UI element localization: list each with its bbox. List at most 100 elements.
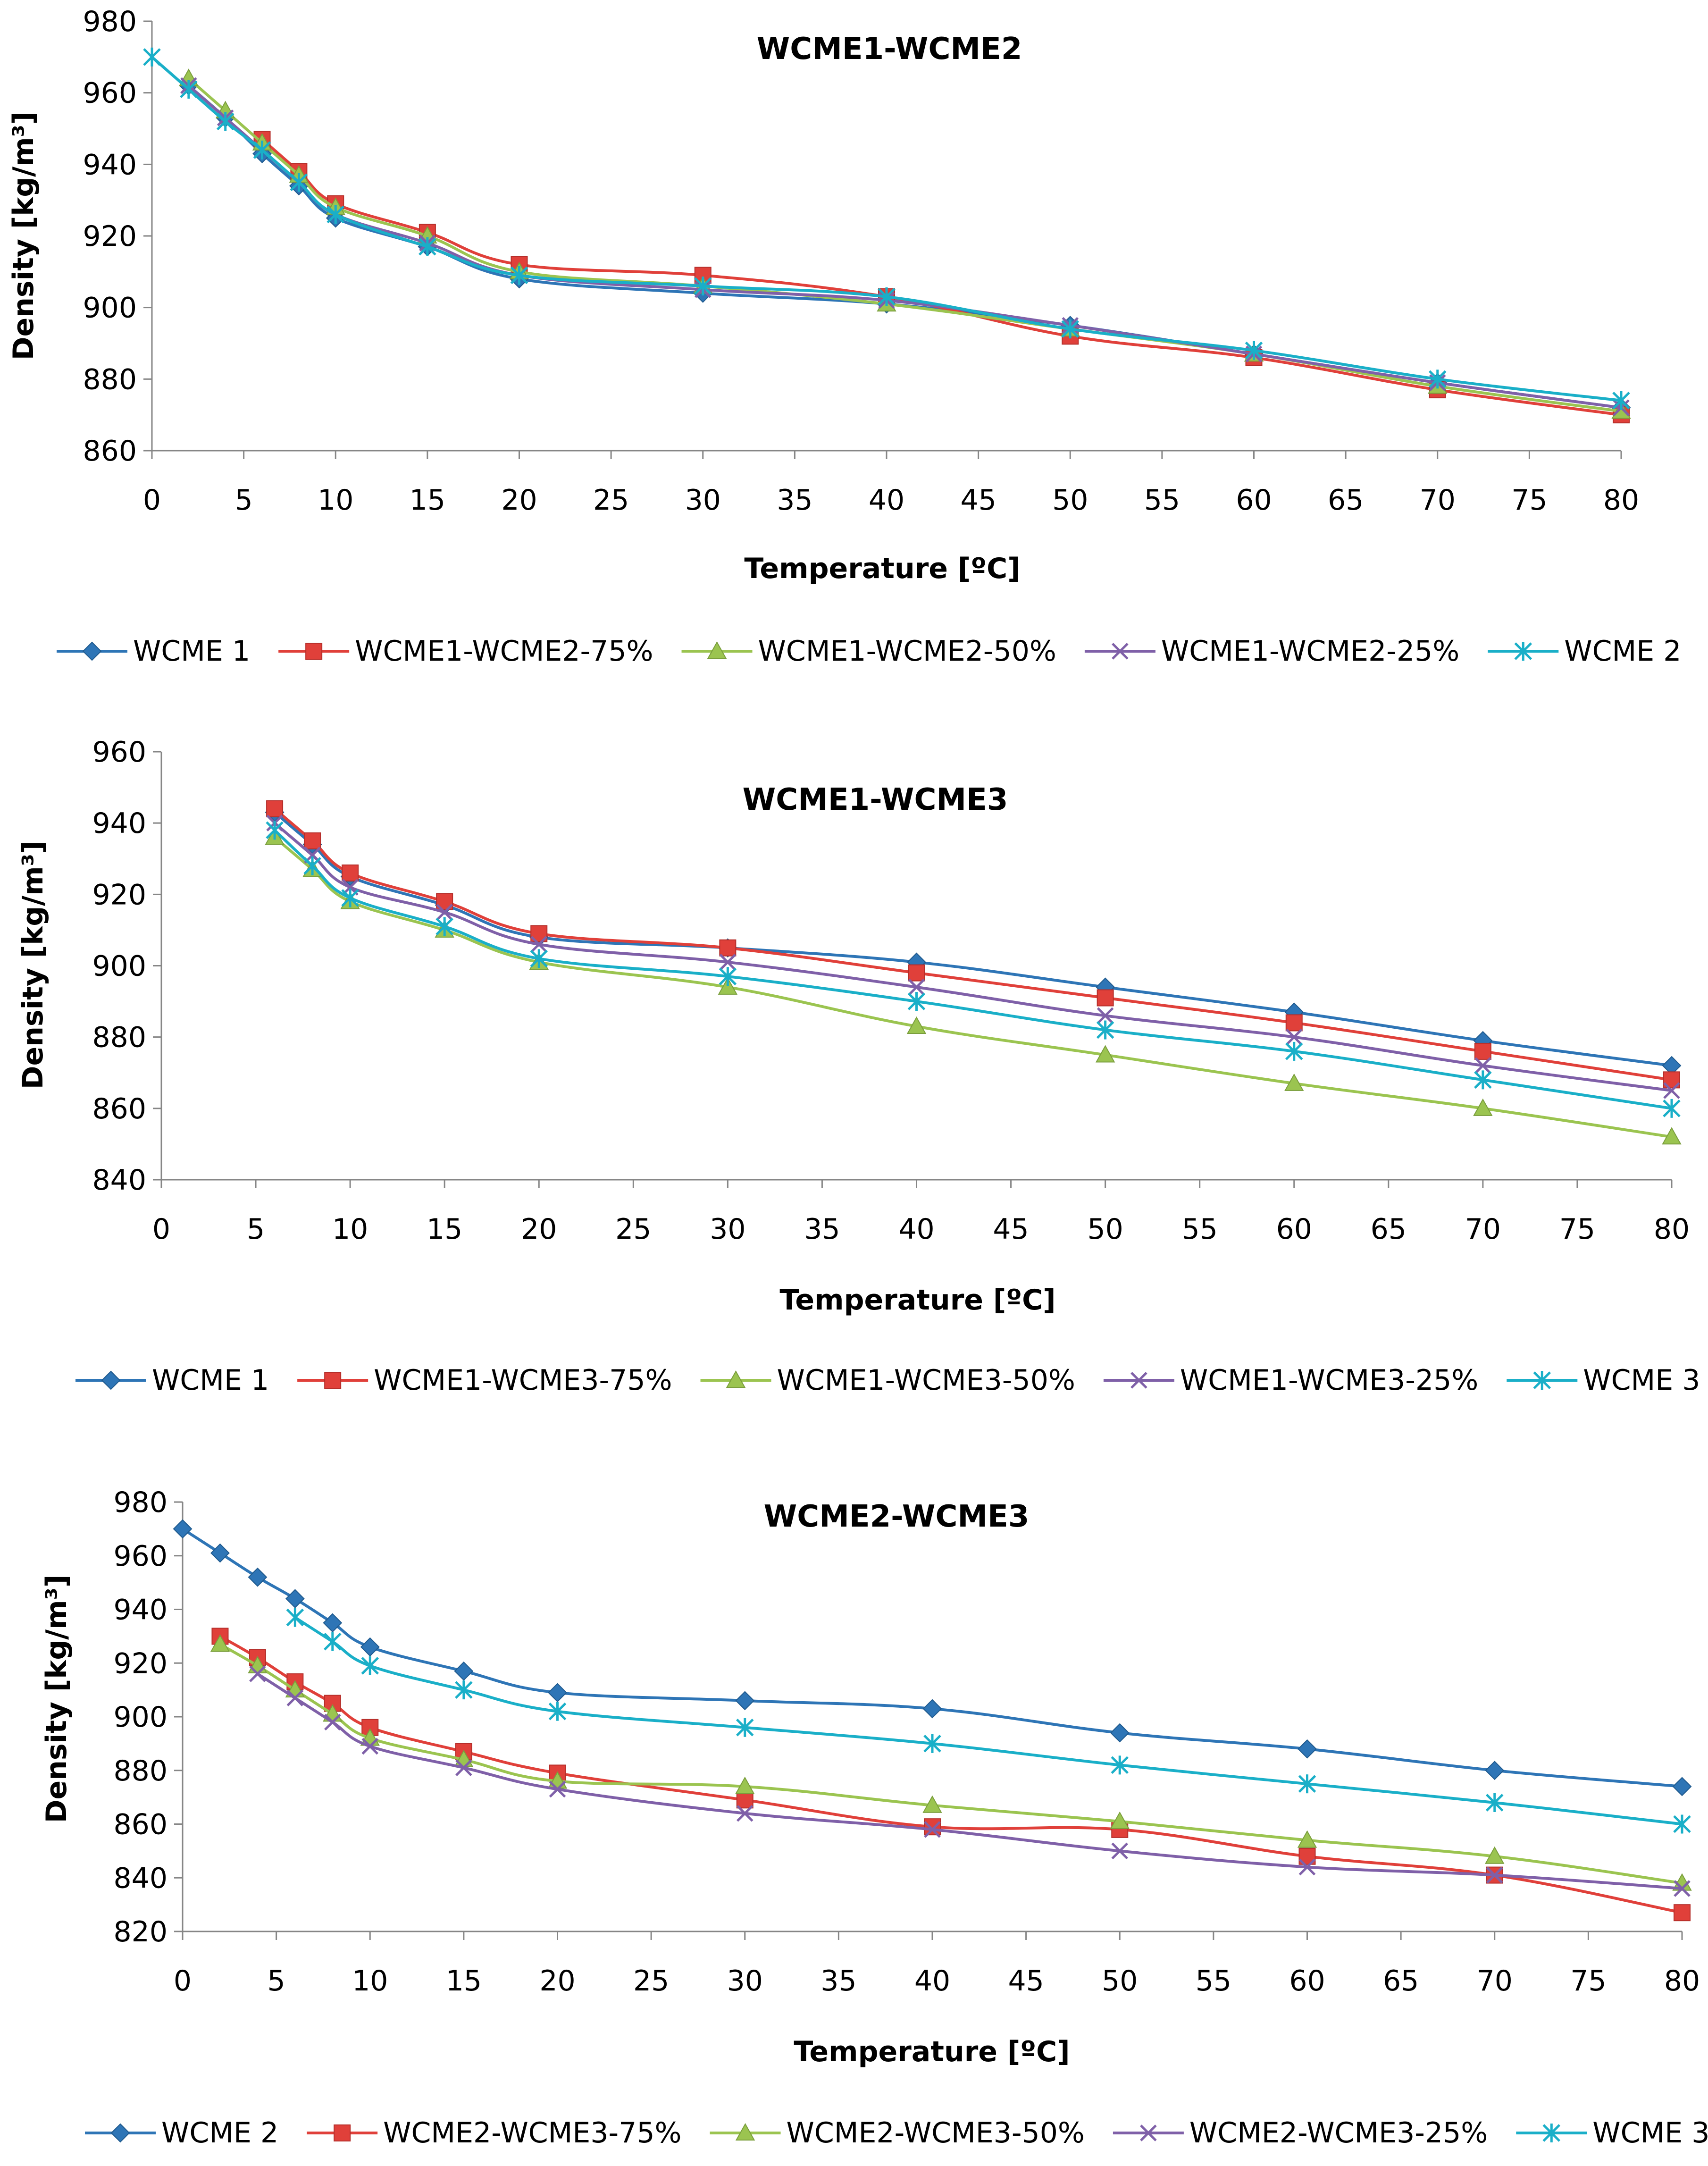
chart-title: WCME2-WCME3	[764, 1499, 1030, 1534]
data-point	[694, 277, 712, 296]
legend-marker	[1533, 1371, 1551, 1390]
data-point	[510, 266, 528, 285]
legend-item: WCME1-WCME3-75%	[297, 1364, 672, 1397]
y-tick-label: 960	[92, 736, 146, 769]
series-0	[179, 76, 1631, 418]
data-point	[878, 287, 896, 306]
y-tick-label: 880	[83, 363, 137, 396]
legend-item: WCME1-WCME2-50%	[681, 635, 1056, 668]
data-point	[341, 888, 359, 907]
data-point	[908, 979, 925, 996]
series-line	[274, 836, 1672, 1139]
legend-label: WCME 3	[1592, 2116, 1708, 2149]
y-tick-label: 920	[92, 878, 146, 911]
series-line	[187, 84, 1622, 409]
data-point	[324, 1632, 342, 1651]
data-point	[1485, 1761, 1505, 1780]
x-tick-label: 30	[727, 1965, 763, 1998]
x-tick-label: 70	[1420, 484, 1456, 517]
series-group	[143, 47, 1631, 424]
data-point	[548, 1683, 567, 1703]
series-line	[257, 1672, 1683, 1890]
data-point	[1474, 1057, 1491, 1074]
x-tick-label: 70	[1477, 1965, 1513, 1998]
x-tick-label: 60	[1289, 1965, 1325, 1998]
data-point	[1096, 1020, 1114, 1040]
x-tick-label: 25	[615, 1213, 651, 1246]
x-axis-title: Temperature [ºC]	[794, 2035, 1070, 2068]
data-point	[1061, 319, 1080, 339]
x-tick-label: 30	[685, 484, 721, 517]
legend-marker	[726, 1370, 746, 1388]
x-tick-label: 20	[539, 1965, 575, 1998]
data-point	[1298, 1858, 1316, 1876]
series-4	[266, 821, 1681, 1118]
x-axis-title: Temperature [ºC]	[744, 552, 1020, 585]
data-point	[1111, 1755, 1129, 1775]
y-tick-label: 840	[113, 1862, 167, 1895]
x-tick-label: 20	[501, 484, 537, 517]
x-tick-label: 80	[1664, 1965, 1700, 1998]
data-point	[327, 205, 345, 224]
legend-label: WCME 2	[1564, 635, 1681, 668]
y-tick-label: 900	[113, 1701, 167, 1734]
legend-marker	[1140, 2124, 1157, 2141]
x-tick-label: 40	[914, 1965, 950, 1998]
x-tick-label: 65	[1383, 1965, 1419, 1998]
data-point	[1473, 1098, 1493, 1116]
legend-marker	[1112, 643, 1129, 660]
data-point	[1110, 1723, 1130, 1743]
data-point	[907, 992, 926, 1011]
y-axis-title: Density [kg/m³]	[40, 1575, 73, 1823]
data-point	[1285, 1014, 1303, 1032]
data-point	[290, 173, 308, 192]
y-tick-label: 940	[113, 1594, 167, 1627]
x-tick-label: 80	[1603, 484, 1639, 517]
data-point	[435, 917, 453, 936]
legend-item: WCME2-WCME3-75%	[307, 2116, 682, 2149]
y-tick-label: 860	[113, 1808, 167, 1841]
x-tick-label: 60	[1276, 1213, 1312, 1246]
chart-wcme1-wcme3: WCME1-WCME3 Density [kg/m³] Temperature …	[17, 736, 1700, 1397]
data-point	[924, 1818, 941, 1836]
x-tick-label: 15	[427, 1213, 462, 1246]
data-point	[1485, 1846, 1505, 1864]
x-tick-label: 30	[710, 1213, 745, 1246]
series-2	[179, 68, 1631, 419]
data-point	[436, 904, 453, 921]
x-tick-label: 55	[1196, 1965, 1231, 1998]
data-point	[361, 1656, 379, 1675]
x-tick-label: 0	[152, 1213, 170, 1246]
data-point	[304, 832, 321, 849]
y-tick-label: 920	[83, 220, 137, 253]
data-point	[548, 1702, 567, 1721]
x-tick-label: 5	[268, 1965, 285, 1998]
y-tick-label: 900	[83, 292, 137, 325]
data-point	[719, 939, 737, 957]
legend: WCME 2 WCME2-WCME3-75% WCME2-WCME3-50% WCME…	[85, 2116, 1708, 2149]
series-line	[274, 811, 1672, 1067]
data-point	[419, 237, 436, 256]
x-tick-label: 40	[898, 1213, 934, 1246]
data-point	[1297, 1830, 1317, 1848]
y-tick-label: 960	[113, 1540, 167, 1573]
data-point	[1285, 1028, 1303, 1046]
legend-label: WCME 2	[161, 2116, 278, 2149]
x-tick-label: 75	[1559, 1213, 1595, 1246]
y-tick-label: 820	[113, 1915, 167, 1948]
data-point	[1111, 1842, 1129, 1860]
data-point	[923, 1734, 941, 1753]
y-tick-label: 860	[92, 1092, 146, 1125]
x-tick-label: 40	[869, 484, 904, 517]
data-point	[1428, 369, 1447, 389]
chart-title: WCME1-WCME2	[757, 32, 1022, 67]
data-point	[253, 141, 271, 160]
data-point	[718, 977, 738, 995]
data-point	[1095, 1045, 1115, 1063]
series-3	[180, 77, 1630, 416]
data-point	[1674, 1904, 1691, 1922]
legend-marker	[1514, 642, 1532, 661]
data-point	[173, 1519, 193, 1539]
chart-title: WCME1-WCME3	[743, 782, 1008, 817]
data-point	[922, 1795, 942, 1813]
